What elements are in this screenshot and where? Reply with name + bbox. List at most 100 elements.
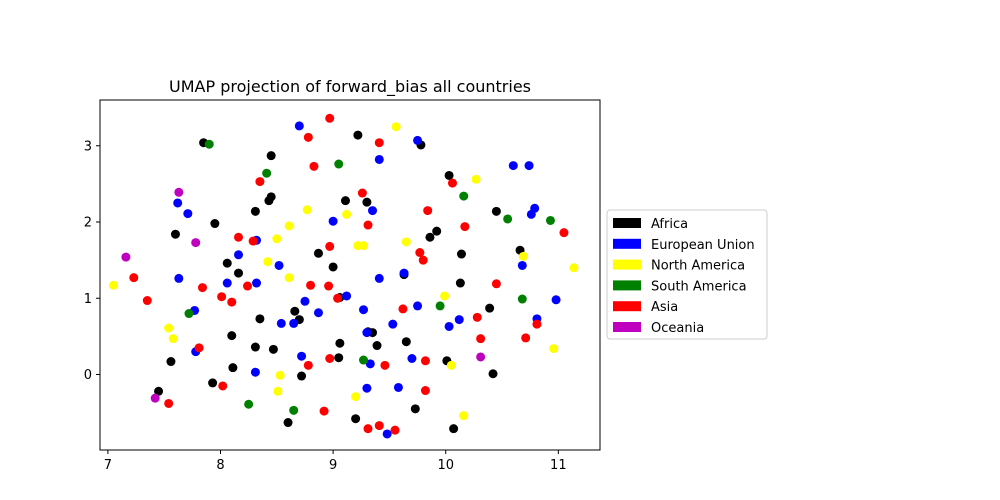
point-european-union bbox=[328, 216, 338, 226]
point-european-union bbox=[289, 318, 299, 328]
point-oceania bbox=[476, 352, 486, 362]
plot-frame bbox=[99, 99, 601, 451]
point-africa bbox=[335, 338, 345, 348]
point-asia bbox=[303, 360, 313, 370]
legend-swatch-european-union bbox=[613, 238, 641, 249]
point-south-america bbox=[334, 159, 344, 169]
point-asia bbox=[491, 279, 501, 289]
point-european-union bbox=[276, 318, 286, 328]
point-north-america bbox=[446, 360, 456, 370]
point-south-america bbox=[517, 294, 527, 304]
point-asia bbox=[306, 280, 316, 290]
x-tick-label: 11 bbox=[550, 458, 567, 473]
point-north-america bbox=[342, 209, 352, 219]
point-africa bbox=[234, 268, 244, 278]
point-european-union bbox=[551, 295, 561, 305]
point-africa bbox=[485, 303, 495, 313]
x-tick-label: 8 bbox=[216, 458, 224, 473]
point-africa bbox=[410, 404, 420, 414]
point-asia bbox=[390, 425, 400, 435]
point-asia bbox=[227, 297, 237, 307]
point-european-union bbox=[388, 319, 398, 329]
point-africa bbox=[432, 226, 442, 236]
point-european-union bbox=[222, 278, 232, 288]
point-european-union bbox=[526, 209, 536, 219]
point-north-america bbox=[549, 344, 559, 354]
point-africa bbox=[210, 219, 220, 229]
point-south-america bbox=[204, 139, 214, 149]
point-north-america bbox=[275, 370, 285, 380]
y-tick-label: 3 bbox=[84, 139, 92, 154]
point-asia bbox=[460, 222, 470, 232]
legend-swatch-africa bbox=[613, 218, 641, 228]
point-africa bbox=[250, 342, 260, 352]
legend: Africa European Union North America South A… bbox=[606, 209, 768, 340]
point-european-union bbox=[313, 308, 323, 318]
point-european-union bbox=[274, 260, 284, 270]
point-africa bbox=[250, 206, 260, 216]
point-asia bbox=[325, 353, 335, 363]
legend-swatch-asia bbox=[613, 301, 641, 312]
point-africa bbox=[334, 353, 344, 363]
point-european-union bbox=[250, 367, 260, 377]
point-africa bbox=[166, 357, 176, 367]
point-asia bbox=[357, 188, 367, 198]
point-european-union bbox=[359, 305, 369, 315]
point-north-america bbox=[401, 237, 411, 247]
legend-label-asia: Asia bbox=[651, 300, 678, 315]
point-asia bbox=[142, 296, 152, 306]
point-european-union bbox=[407, 353, 417, 363]
point-south-america bbox=[262, 168, 272, 178]
point-asia bbox=[217, 292, 227, 302]
point-european-union bbox=[297, 351, 307, 361]
point-africa bbox=[266, 192, 276, 202]
legend-swatch-south-america bbox=[613, 280, 641, 291]
point-africa bbox=[455, 278, 465, 288]
point-european-union bbox=[368, 206, 378, 216]
point-asia bbox=[324, 281, 334, 291]
point-asia bbox=[415, 248, 425, 258]
point-africa bbox=[449, 424, 459, 434]
point-africa bbox=[340, 196, 350, 206]
legend-label-africa: Africa bbox=[651, 217, 688, 232]
point-european-union bbox=[234, 250, 244, 260]
point-africa bbox=[488, 369, 498, 379]
point-european-union bbox=[524, 161, 534, 171]
point-asia bbox=[303, 132, 313, 142]
point-european-union bbox=[393, 382, 403, 392]
point-north-america bbox=[168, 334, 178, 344]
point-south-america bbox=[244, 399, 254, 409]
point-north-america bbox=[273, 386, 283, 396]
chart-title: UMAP projection of forward_bias all coun… bbox=[169, 77, 531, 97]
point-north-america bbox=[359, 241, 369, 251]
point-south-america bbox=[184, 309, 194, 319]
point-asia bbox=[476, 334, 486, 344]
point-european-union bbox=[454, 315, 464, 325]
point-asia bbox=[363, 424, 373, 434]
point-oceania bbox=[191, 238, 201, 248]
point-north-america bbox=[272, 234, 282, 244]
point-africa bbox=[208, 378, 218, 388]
legend-box bbox=[606, 209, 768, 340]
point-africa bbox=[268, 344, 278, 354]
point-european-union bbox=[252, 278, 262, 288]
point-european-union bbox=[365, 359, 375, 369]
point-asia bbox=[325, 241, 335, 251]
point-asia bbox=[420, 386, 430, 396]
axes: 7 8 9 10 11 0 1 2 3 bbox=[84, 139, 567, 473]
point-south-america bbox=[459, 191, 469, 201]
point-european-union bbox=[374, 273, 384, 283]
point-asia bbox=[325, 113, 335, 123]
y-tick-label: 2 bbox=[84, 216, 92, 231]
x-tick-label: 10 bbox=[437, 458, 454, 473]
legend-label-european-union: European Union bbox=[651, 238, 755, 253]
point-north-america bbox=[518, 251, 528, 261]
point-africa bbox=[372, 341, 382, 351]
point-north-america bbox=[471, 174, 481, 184]
point-north-america bbox=[459, 411, 469, 421]
point-africa bbox=[362, 197, 372, 207]
point-north-america bbox=[351, 392, 361, 402]
point-european-union bbox=[413, 301, 423, 311]
y-tick-label: 0 bbox=[84, 368, 92, 383]
point-european-union bbox=[444, 321, 454, 331]
